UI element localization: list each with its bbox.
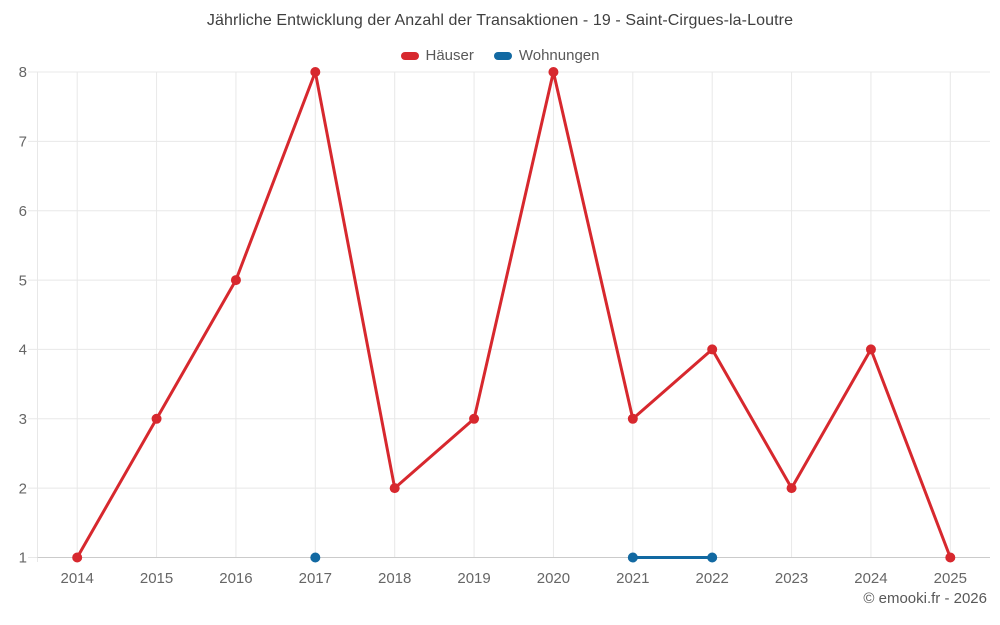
x-axis-tick-label: 2024 — [854, 570, 887, 587]
data-point-wohnungen — [707, 552, 718, 563]
y-axis-tick-label: 4 — [19, 342, 27, 359]
legend-item-wohnungen[interactable]: Wohnungen — [493, 47, 600, 64]
data-point-wohnungen — [627, 552, 638, 563]
x-axis-tick-label: 2022 — [696, 570, 729, 587]
data-point-häuser — [945, 552, 956, 563]
data-point-häuser — [865, 344, 876, 355]
legend-label-wohnungen: Wohnungen — [518, 47, 600, 64]
data-point-häuser — [151, 413, 162, 424]
x-axis-tick-label: 2021 — [616, 570, 649, 587]
x-axis-tick-label: 2017 — [299, 570, 332, 587]
data-point-häuser — [72, 552, 83, 563]
x-axis-tick-label: 2020 — [537, 570, 570, 587]
data-point-häuser — [627, 413, 638, 424]
data-point-häuser — [548, 67, 559, 77]
series-line-häuser — [75, 70, 952, 559]
y-axis-tick-label: 7 — [19, 134, 27, 151]
x-axis-tick-label: 2014 — [61, 570, 94, 587]
chart-legend: Häuser Wohnungen — [0, 47, 1000, 64]
x-axis-tick-label: 2025 — [934, 570, 967, 587]
x-axis-tick-label: 2023 — [775, 570, 808, 587]
x-axis-tick-label: 2019 — [457, 570, 490, 587]
y-axis-tick-label: 1 — [19, 550, 27, 567]
legend-item-haeuser[interactable]: Häuser — [400, 47, 474, 64]
data-point-häuser — [707, 344, 718, 355]
data-point-häuser — [469, 413, 480, 424]
data-point-häuser — [310, 67, 321, 77]
data-point-häuser — [786, 483, 797, 494]
y-axis-tick-label: 6 — [19, 203, 27, 220]
data-point-häuser — [389, 483, 400, 494]
y-axis-tick-label: 3 — [19, 411, 27, 428]
y-axis-tick-label: 5 — [19, 272, 27, 289]
copyright-text: © emooki.fr - 2026 — [863, 590, 987, 607]
legend-swatch-haeuser-icon — [400, 51, 419, 60]
x-axis-tick-label: 2018 — [378, 570, 411, 587]
chart-title: Jährliche Entwicklung der Anzahl der Tra… — [206, 12, 794, 29]
data-point-wohnungen — [310, 552, 321, 563]
legend-label-haeuser: Häuser — [425, 47, 474, 64]
x-axis-tick-label: 2016 — [219, 570, 252, 587]
legend-swatch-wohnungen-icon — [493, 51, 512, 60]
x-axis-tick-label: 2015 — [140, 570, 173, 587]
y-axis-tick-label: 8 — [19, 64, 27, 81]
data-point-häuser — [230, 275, 241, 286]
y-axis-tick-label: 2 — [19, 480, 27, 497]
